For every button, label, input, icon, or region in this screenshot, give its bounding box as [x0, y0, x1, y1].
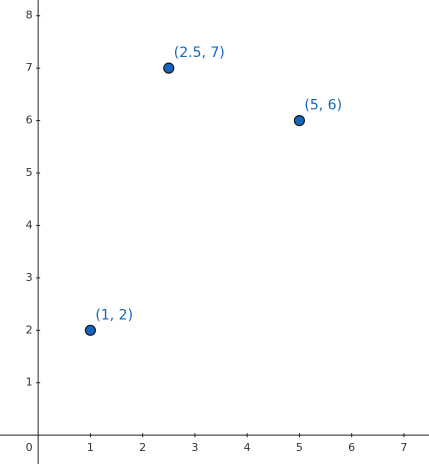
y-tick-label: 6	[26, 114, 33, 127]
point	[163, 62, 175, 74]
point	[84, 324, 96, 336]
y-tick-label: 3	[26, 271, 33, 284]
point-label: (2.5, 7)	[174, 45, 225, 61]
y-tick-label: 2	[26, 323, 33, 336]
y-tick-label: 7	[26, 61, 33, 74]
y-tick-label: 1	[26, 376, 33, 389]
point-label: (1, 2)	[95, 307, 133, 323]
x-tick-label: 6	[348, 441, 355, 454]
x-tick-label: 7	[400, 441, 407, 454]
x-tick-label: 1	[87, 441, 94, 454]
y-tick-label: 8	[26, 9, 33, 22]
x-tick-label: 3	[191, 441, 198, 454]
x-tick-label: 4	[244, 441, 251, 454]
point	[293, 114, 306, 127]
y-tick-label: 4	[26, 218, 33, 231]
x-tick-label: 2	[139, 441, 146, 454]
point-label: (5, 6)	[304, 98, 342, 114]
origin-label: 0	[26, 441, 33, 454]
y-tick-label: 5	[26, 166, 33, 179]
x-tick-label: 5	[296, 441, 303, 454]
